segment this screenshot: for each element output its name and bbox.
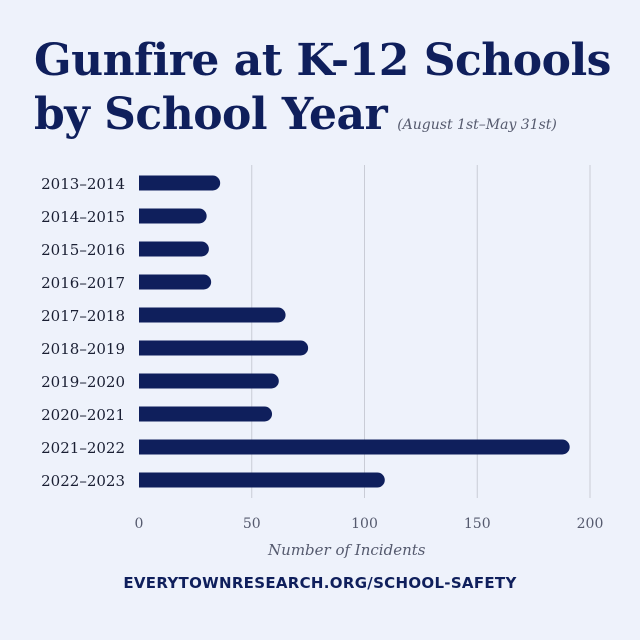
category-label: 2016–2017: [41, 274, 125, 292]
chart-subtitle: (August 1st–May 31st): [397, 117, 557, 133]
source-link[interactable]: EVERYTOWNRESEARCH.ORG/SCHOOL-SAFETY: [123, 574, 517, 592]
bar-base-7: [139, 406, 154, 422]
bar-base-1: [139, 208, 154, 224]
category-label: 2014–2015: [41, 208, 125, 226]
category-label: 2013–2014: [41, 175, 125, 193]
category-label: 2017–2018: [41, 307, 125, 325]
bar-0: [139, 175, 221, 191]
bar-5: [139, 340, 309, 356]
bar-3: [139, 274, 212, 290]
bar-base-8: [139, 439, 154, 455]
bar-6: [139, 373, 279, 389]
x-tick-label: 150: [464, 516, 491, 532]
category-label: 2020–2021: [41, 406, 125, 424]
bar-8: [139, 439, 570, 455]
category-label: 2022–2023: [41, 472, 125, 490]
category-label: 2019–2020: [41, 373, 125, 391]
title-line-2: by School Year (August 1st–May 31st): [34, 88, 611, 152]
category-label: 2015–2016: [41, 241, 125, 259]
chart-title: Gunfire at K-12 Schools by School Year (A…: [34, 34, 611, 152]
bar-7: [139, 406, 273, 422]
x-tick-label: 0: [135, 516, 144, 532]
bar-1: [139, 208, 207, 224]
bar-base-4: [139, 307, 154, 323]
x-tick-label: 100: [351, 516, 378, 532]
category-label: 2021–2022: [41, 439, 125, 457]
bar-base-6: [139, 373, 154, 389]
bar-base-0: [139, 175, 154, 191]
x-tick-label: 200: [577, 516, 604, 532]
bar-base-3: [139, 274, 154, 290]
bar-base-5: [139, 340, 154, 356]
bar-4: [139, 307, 286, 323]
title-line-1: Gunfire at K-12 Schools: [34, 35, 611, 86]
title-line-2-text: by School Year: [34, 89, 388, 140]
bar-9: [139, 472, 385, 488]
bar-base-2: [139, 241, 154, 257]
bar-2: [139, 241, 209, 257]
x-tick-label: 50: [243, 516, 261, 532]
x-axis-label: Number of Incidents: [267, 541, 426, 559]
category-label: 2018–2019: [41, 340, 125, 358]
bar-chart: 2013–2014 2014–2015 2015–2016 2016–2017 2017…: [41, 165, 604, 559]
bar-base-9: [139, 472, 154, 488]
